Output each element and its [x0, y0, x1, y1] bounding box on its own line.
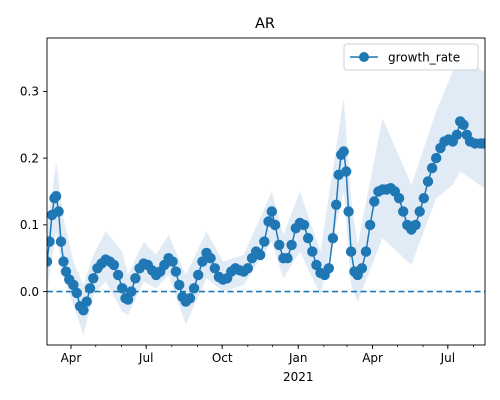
- data-point: [418, 193, 429, 204]
- data-point: [68, 279, 79, 291]
- data-point: [126, 286, 137, 297]
- data-point: [307, 246, 318, 257]
- data-point: [81, 296, 92, 307]
- data-point: [84, 283, 96, 294]
- x-tick-label: Apr: [61, 351, 82, 365]
- data-point: [311, 259, 322, 271]
- plot-clip-group: [47, 58, 485, 335]
- data-point: [345, 246, 357, 257]
- data-point: [458, 119, 469, 130]
- data-point: [286, 239, 297, 251]
- data-point: [414, 206, 425, 217]
- data-point: [184, 293, 196, 304]
- legend-label: growth_rate: [388, 51, 460, 65]
- data-point: [88, 273, 99, 284]
- data-point: [398, 206, 409, 217]
- data-point: [302, 233, 314, 244]
- data-point: [55, 236, 67, 247]
- data-point: [242, 263, 253, 274]
- data-point: [331, 199, 342, 210]
- data-point: [255, 249, 266, 261]
- legend-marker-icon: [359, 52, 369, 62]
- x-tick-label: Apr: [362, 351, 383, 365]
- data-point: [451, 129, 463, 140]
- data-point: [112, 269, 124, 281]
- data-point: [47, 256, 53, 267]
- data-point: [269, 219, 281, 231]
- data-point: [209, 263, 220, 274]
- data-point: [479, 138, 485, 149]
- axes-frame: [46, 37, 486, 346]
- confidence-band: [47, 58, 485, 335]
- data-point: [259, 236, 270, 247]
- data-point: [78, 305, 89, 316]
- data-point: [205, 253, 216, 264]
- data-point: [170, 266, 182, 277]
- data-point: [58, 256, 69, 267]
- data-point: [364, 219, 376, 231]
- plot-area: [47, 58, 485, 335]
- data-point: [356, 263, 368, 274]
- x-tick-sublabel: 2021: [283, 370, 314, 384]
- x-tick-label: Oct: [212, 351, 233, 365]
- axes: 0.0 0.1 0.2 0.3 Apr Jul Oct Jan 2021 Apr Jul: [20, 37, 486, 384]
- data-point: [47, 236, 55, 247]
- data-point: [393, 193, 405, 204]
- data-point: [298, 219, 310, 231]
- data-point: [60, 266, 72, 277]
- x-tick-label: Jan: [288, 351, 308, 365]
- y-tick-label: 0.0: [20, 285, 39, 299]
- data-point: [422, 176, 434, 187]
- data-point: [197, 256, 208, 267]
- legend: growth_rate: [343, 43, 479, 71]
- y-tick-label: 0.1: [20, 218, 39, 232]
- data-point: [410, 219, 421, 231]
- data-point: [343, 206, 354, 217]
- data-point: [167, 256, 178, 267]
- data-point: [341, 166, 352, 177]
- data-point: [360, 246, 372, 257]
- data-point: [117, 283, 128, 294]
- data-point: [174, 279, 185, 291]
- data-point: [50, 191, 62, 202]
- y-tick-label: 0.3: [20, 85, 39, 99]
- data-point: [122, 294, 134, 305]
- data-point: [327, 233, 339, 244]
- data-point: [108, 259, 120, 271]
- data-point: [426, 162, 438, 174]
- data-point: [369, 196, 380, 207]
- data-point: [71, 287, 83, 299]
- data-point: [338, 146, 349, 157]
- data-point: [274, 239, 285, 251]
- x-tick-label: Jul: [440, 351, 455, 365]
- data-point: [431, 152, 442, 164]
- data-point: [266, 206, 277, 217]
- y-tick-label: 0.2: [20, 151, 39, 165]
- data-point: [193, 269, 204, 281]
- data-point: [188, 283, 200, 294]
- data-point: [323, 263, 334, 274]
- data-point: [53, 206, 64, 217]
- data-point: [130, 273, 141, 284]
- data-point: [282, 253, 293, 264]
- legend-box: [343, 43, 479, 71]
- x-tick-label: Jul: [138, 351, 153, 365]
- chart-title: AR: [255, 16, 275, 32]
